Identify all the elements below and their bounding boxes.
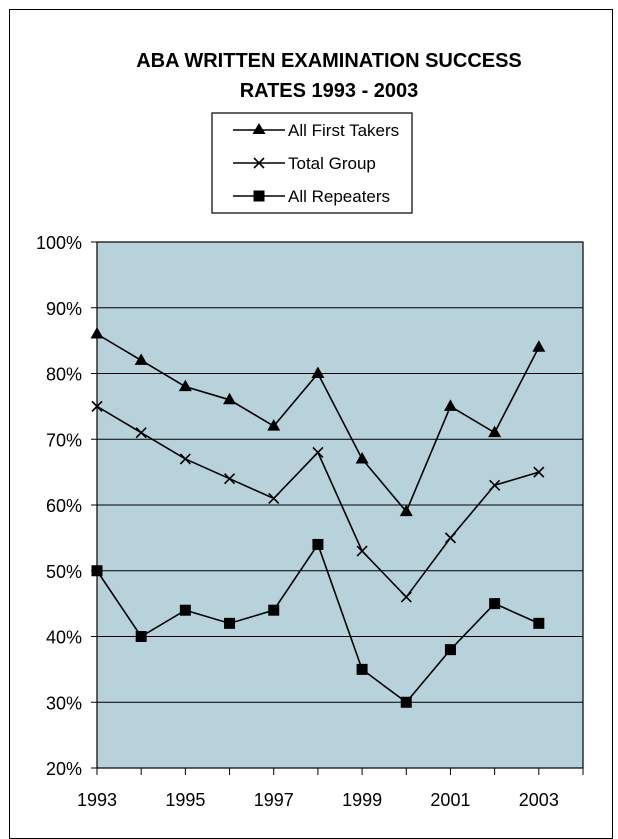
data-point-all-first-takers <box>134 353 148 365</box>
data-point-total-group <box>356 545 368 557</box>
legend: All First Takers Total Group All Repeate… <box>211 112 413 214</box>
data-point-total-group <box>268 492 280 504</box>
x-tick-label: 2001 <box>430 790 470 810</box>
y-axis: 20% 30% 40% 50% 60% 70% 80% 90% 100% <box>36 233 97 779</box>
data-point-all-repeaters <box>268 604 280 616</box>
legend-label-total-group: Total Group <box>288 154 376 173</box>
data-point-all-first-takers <box>311 366 325 378</box>
y-tick-label: 100% <box>36 233 82 253</box>
data-point-total-group <box>312 446 324 458</box>
chart-title-line-1: ABA WRITTEN EXAMINATION SUCCESS <box>136 50 522 72</box>
legend-label-all-repeaters: All Repeaters <box>288 187 390 206</box>
x-tick-label: 1999 <box>342 790 382 810</box>
y-tick-label: 70% <box>46 430 82 450</box>
legend-entry-all-first-takers: All First Takers <box>233 121 399 140</box>
data-point-all-first-takers <box>399 504 413 517</box>
y-tick-label: 50% <box>46 562 82 582</box>
data-point-all-first-takers <box>355 451 369 464</box>
x-tick-label: 1997 <box>254 790 294 810</box>
data-point-all-repeaters <box>444 644 456 656</box>
data-point-total-group <box>91 400 103 412</box>
data-point-all-repeaters <box>179 604 191 616</box>
square-marker-icon <box>253 190 265 202</box>
data-point-total-group <box>489 479 501 491</box>
data-point-all-first-takers <box>443 399 457 411</box>
y-tick-label: 90% <box>46 299 82 319</box>
x-marker-icon <box>253 157 265 169</box>
series-layer <box>90 327 546 708</box>
data-point-total-group <box>223 473 236 485</box>
y-tick-label: 80% <box>46 365 82 385</box>
legend-entry-all-repeaters: All Repeaters <box>233 187 390 206</box>
chart-title-line-2: RATES 1993 - 2003 <box>240 80 419 102</box>
data-point-all-repeaters <box>135 631 147 642</box>
data-point-total-group <box>400 591 412 603</box>
x-tick-label: 1993 <box>77 790 117 810</box>
triangle-marker-icon <box>252 123 266 134</box>
y-tick-label: 60% <box>46 496 82 516</box>
data-point-all-first-takers <box>532 340 546 352</box>
data-point-all-repeaters <box>91 565 103 577</box>
data-point-all-repeaters <box>533 617 545 629</box>
data-point-all-repeaters <box>400 696 412 708</box>
data-point-all-repeaters <box>489 598 501 610</box>
data-point-total-group <box>533 466 545 478</box>
data-point-all-repeaters <box>224 617 236 629</box>
x-axis: 1993 1995 1997 1999 2001 2003 <box>77 768 584 810</box>
x-tick-label: 2003 <box>519 790 559 810</box>
legend-entry-total-group: Total Group <box>233 154 376 173</box>
data-point-all-first-takers <box>267 419 281 431</box>
data-point-all-repeaters <box>356 663 368 675</box>
y-tick-label: 30% <box>46 693 82 713</box>
data-point-total-group <box>444 532 457 544</box>
y-tick-label: 20% <box>46 759 82 779</box>
data-point-total-group <box>135 427 147 439</box>
data-point-all-first-takers <box>488 425 502 438</box>
x-tick-label: 1995 <box>165 790 205 810</box>
legend-label-all-first-takers: All First Takers <box>288 121 399 140</box>
data-point-all-first-takers <box>223 392 237 405</box>
data-point-total-group <box>179 453 191 465</box>
gridlines <box>97 307 583 703</box>
data-point-all-repeaters <box>312 538 324 550</box>
data-point-all-first-takers <box>90 327 104 339</box>
y-tick-label: 40% <box>46 628 82 648</box>
data-point-all-first-takers <box>178 379 192 392</box>
